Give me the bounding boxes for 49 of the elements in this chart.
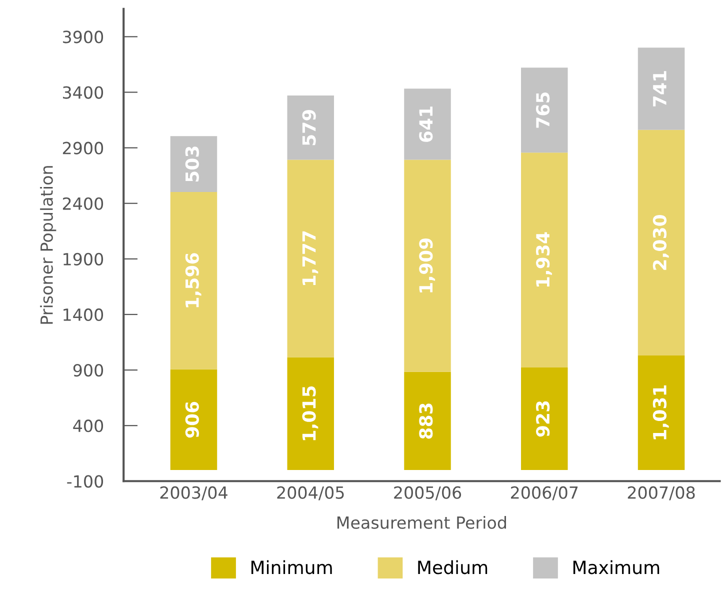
bar — [287, 160, 334, 358]
bar — [521, 68, 568, 153]
y-tick-label: 3900 — [63, 30, 104, 44]
data-label: 641 — [419, 106, 433, 142]
bar — [638, 355, 685, 470]
bar — [638, 48, 685, 130]
bar — [170, 136, 218, 192]
data-label: 2,030 — [652, 215, 669, 270]
y-axis-title: Prisoner Population — [40, 166, 56, 324]
bar — [170, 192, 218, 370]
y-tick-label: 2400 — [62, 197, 104, 210]
bar — [404, 160, 451, 372]
data-label: 1,596 — [185, 253, 202, 308]
data-label: 503 — [185, 146, 199, 182]
bar — [404, 88, 451, 160]
x-tick-label: 2004/05 — [277, 486, 344, 500]
data-label: 1,909 — [419, 238, 436, 292]
x-tick-label: 2007/08 — [628, 486, 695, 500]
data-label: 923 — [536, 401, 550, 437]
y-tick-label: -100 — [67, 475, 104, 488]
data-label: 1,031 — [652, 385, 669, 440]
y-tick-label: 1900 — [64, 252, 104, 266]
data-label: 1,015 — [302, 386, 318, 440]
y-tick-label: 1400 — [64, 308, 104, 322]
data-label: 579 — [302, 110, 316, 146]
x-tick-label: 2003/04 — [160, 486, 228, 500]
data-label: 741 — [653, 71, 666, 106]
y-tick-label: 900 — [73, 364, 104, 377]
x-tick-label: 2005/06 — [394, 486, 462, 500]
data-label: 765 — [536, 92, 550, 128]
bar — [521, 152, 568, 368]
bar — [287, 95, 334, 160]
y-tick-label: 2900 — [62, 142, 104, 154]
legend-label: Maximum — [573, 560, 660, 574]
bar — [287, 357, 334, 470]
data-label: 883 — [419, 404, 433, 439]
bar — [170, 369, 218, 470]
bar — [638, 130, 685, 356]
data-label: 1,777 — [302, 231, 318, 286]
legend-label: Minimum — [251, 560, 332, 574]
bar — [404, 372, 451, 470]
x-axis-title: Measurement Period — [337, 516, 506, 529]
x-tick-label: 2006/07 — [510, 486, 578, 500]
data-label: 1,934 — [536, 232, 552, 287]
data-label: 906 — [185, 402, 199, 438]
y-tick-label: 3400 — [63, 86, 104, 99]
y-tick-label: 400 — [73, 420, 104, 432]
legend-label: Medium — [418, 560, 488, 574]
bar — [521, 367, 568, 470]
